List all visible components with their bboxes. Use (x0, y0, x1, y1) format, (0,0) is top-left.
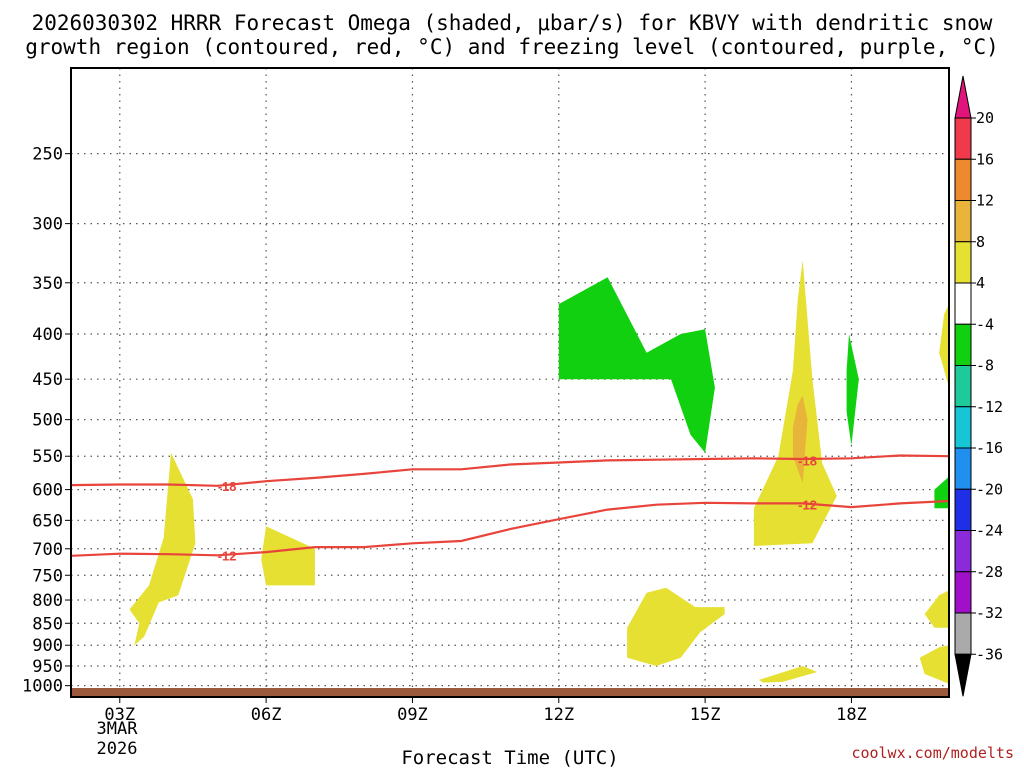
terrain-band (71, 688, 949, 697)
colorbar-tick-label: -36 (976, 645, 1003, 663)
terrain-strip (71, 688, 949, 697)
colorbar-bin (954, 612, 972, 655)
colorbar-bottom-arrow (954, 653, 972, 697)
omega-region (934, 476, 949, 509)
y-tick-label: 850 (32, 614, 63, 634)
contour-label: -18 (218, 479, 237, 494)
contour-line (71, 454, 949, 487)
y-tick-label: 550 (32, 447, 63, 467)
chart-title-line-1: 2026030302 HRRR Forecast Omega (shaded, … (32, 11, 993, 35)
colorbar-tick-label: 20 (976, 109, 994, 127)
x-tick-label: 03Z (104, 705, 135, 725)
y-tick-label: 950 (32, 657, 63, 677)
colorbar-tick-label: -32 (976, 604, 1003, 622)
contour-label: -12 (218, 548, 237, 563)
contour-label: -18 (798, 453, 817, 468)
chart-title-line-2: growth region (contoured, red, °C) and f… (25, 35, 999, 59)
omega-region (753, 260, 837, 546)
y-tick-label: 700 (32, 540, 63, 560)
colorbar-top-arrow (954, 75, 972, 119)
x-tick-label: 06Z (251, 705, 282, 725)
colorbar-bin (954, 406, 972, 449)
omega-region (558, 277, 715, 453)
y-tick-label: 350 (32, 274, 63, 294)
y-tick-label: 650 (32, 511, 63, 531)
colorbar: 20 16 12 8 4 -4 -8 -12 -16 -20 -24 -28 -32 -36 (954, 75, 1003, 697)
temperature-contours (71, 454, 949, 557)
colorbar-tick-label: 8 (976, 233, 985, 251)
omega-region (924, 590, 949, 628)
colorbar-bin (954, 571, 972, 614)
colorbar-tick-label: -4 (976, 315, 994, 333)
x-date-label-year: 2026 (97, 739, 138, 759)
omega-region (919, 645, 949, 684)
colorbar-tick-label: -12 (976, 398, 1003, 416)
y-tick-label: 900 (32, 636, 63, 656)
y-tick-label: 600 (32, 481, 63, 501)
colorbar-tick-label: -28 (976, 563, 1003, 581)
colorbar-bin (954, 488, 972, 531)
x-tick-label: 12Z (543, 705, 574, 725)
contour-labels: -18 -18 -12 -12 (218, 453, 817, 563)
colorbar-tick-label: 4 (976, 274, 985, 292)
omega-region (939, 304, 949, 388)
y-tick-label: 300 (32, 215, 63, 235)
watermark: coolwx.com/modelts (851, 744, 1014, 762)
omega-shaded-regions (129, 260, 949, 684)
omega-region (627, 587, 725, 666)
colorbar-bin (954, 323, 972, 366)
y-tick-label: 1000 (22, 677, 63, 697)
contour-line (71, 499, 949, 557)
omega-region (792, 395, 808, 484)
omega-region (261, 526, 315, 586)
grid-lines (71, 68, 949, 697)
colorbar-tick-label: -8 (976, 357, 994, 375)
y-tick-label: 400 (32, 325, 63, 345)
omega-region (846, 334, 859, 446)
omega-region (129, 452, 196, 646)
x-axis-title: Forecast Time (UTC) (401, 747, 618, 768)
colorbar-bin (954, 158, 972, 201)
colorbar-tick-label: -16 (976, 439, 1003, 457)
omega-region (758, 666, 818, 683)
colorbar-bin (954, 200, 972, 243)
x-tick-label: 18Z (836, 705, 867, 725)
colorbar-bin (954, 241, 972, 284)
colorbar-bin (954, 117, 972, 160)
x-tick-label: 09Z (397, 705, 428, 725)
colorbar-bin (954, 282, 972, 325)
y-tick-label: 500 (32, 411, 63, 431)
colorbar-tick-label: 12 (976, 192, 994, 210)
y-tick-label: 450 (32, 370, 63, 390)
colorbar-tick-label: -24 (976, 522, 1003, 540)
contour-label: -12 (798, 498, 817, 513)
y-axis-tick-labels: 2503003504004505005506006507007508008509… (22, 145, 71, 697)
y-tick-label: 800 (32, 591, 63, 611)
colorbar-bin (954, 447, 972, 490)
colorbar-tick-label: -20 (976, 480, 1003, 498)
plot-frame (70, 67, 950, 698)
x-axis-tick-labels: 03Z 06Z 09Z 12Z 15Z 18Z (104, 697, 867, 725)
colorbar-tick-label: 16 (976, 150, 994, 168)
y-tick-label: 250 (32, 145, 63, 165)
colorbar-bin (954, 530, 972, 573)
x-date-label-month: 3MAR (97, 719, 139, 739)
colorbar-bin (954, 365, 972, 408)
y-tick-label: 750 (32, 566, 63, 586)
x-tick-label: 15Z (690, 705, 721, 725)
